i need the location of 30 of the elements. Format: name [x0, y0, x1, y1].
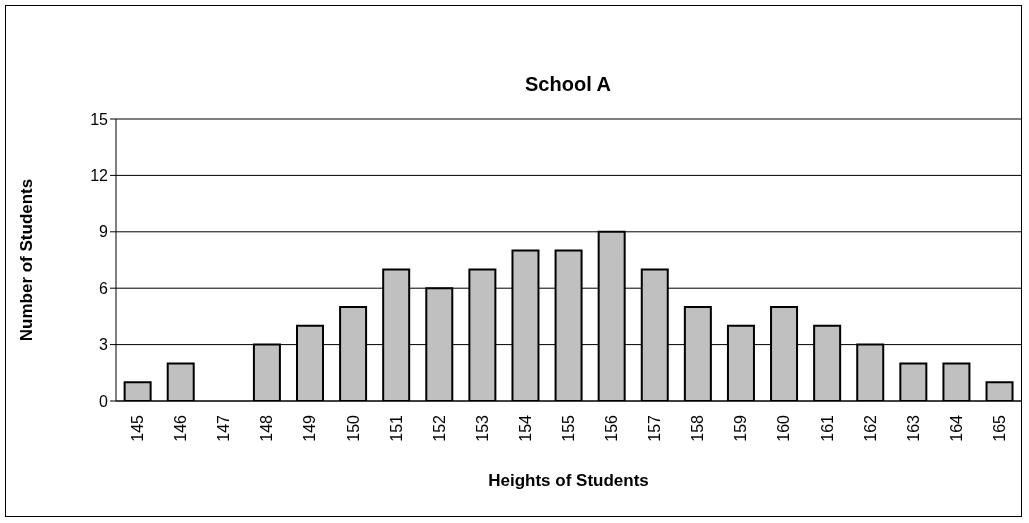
- x-tick-label: 149: [301, 414, 319, 442]
- x-tick-label: 151: [387, 414, 405, 442]
- x-tick-label: 154: [516, 414, 534, 442]
- x-tick-label: 145: [129, 414, 147, 442]
- x-tick-label: 163: [904, 414, 922, 442]
- y-axis-title: Number of Students: [17, 178, 37, 342]
- y-tick-label: 15: [90, 110, 109, 128]
- x-tick-label: 160: [775, 414, 793, 442]
- x-tick-label: 157: [646, 414, 664, 442]
- x-axis-title: Heights of Students: [488, 471, 649, 490]
- x-tick-label: 165: [990, 414, 1008, 442]
- x-tick-label: 155: [560, 414, 577, 442]
- x-tick-label: 147: [215, 414, 233, 442]
- x-tick-label: 158: [689, 414, 707, 442]
- y-tick-label: 12: [90, 167, 109, 185]
- y-tick-label: 3: [99, 336, 109, 354]
- x-tick-label: 148: [258, 414, 276, 442]
- x-tick-label: 159: [732, 414, 750, 442]
- x-tick-label: 153: [473, 414, 491, 442]
- y-tick-label: 0: [99, 392, 109, 410]
- x-tick-label: 146: [172, 414, 190, 442]
- y-tick-label: 6: [99, 279, 109, 297]
- x-tick-label: 152: [430, 414, 448, 442]
- x-tick-label: 156: [603, 414, 621, 442]
- x-tick-label: 164: [947, 414, 965, 442]
- x-tick-label: 161: [818, 414, 836, 442]
- x-tick-label: 162: [861, 414, 879, 442]
- y-tick-label: 9: [99, 223, 109, 241]
- chart-title: School A: [524, 73, 612, 96]
- x-tick-label: 150: [344, 414, 362, 442]
